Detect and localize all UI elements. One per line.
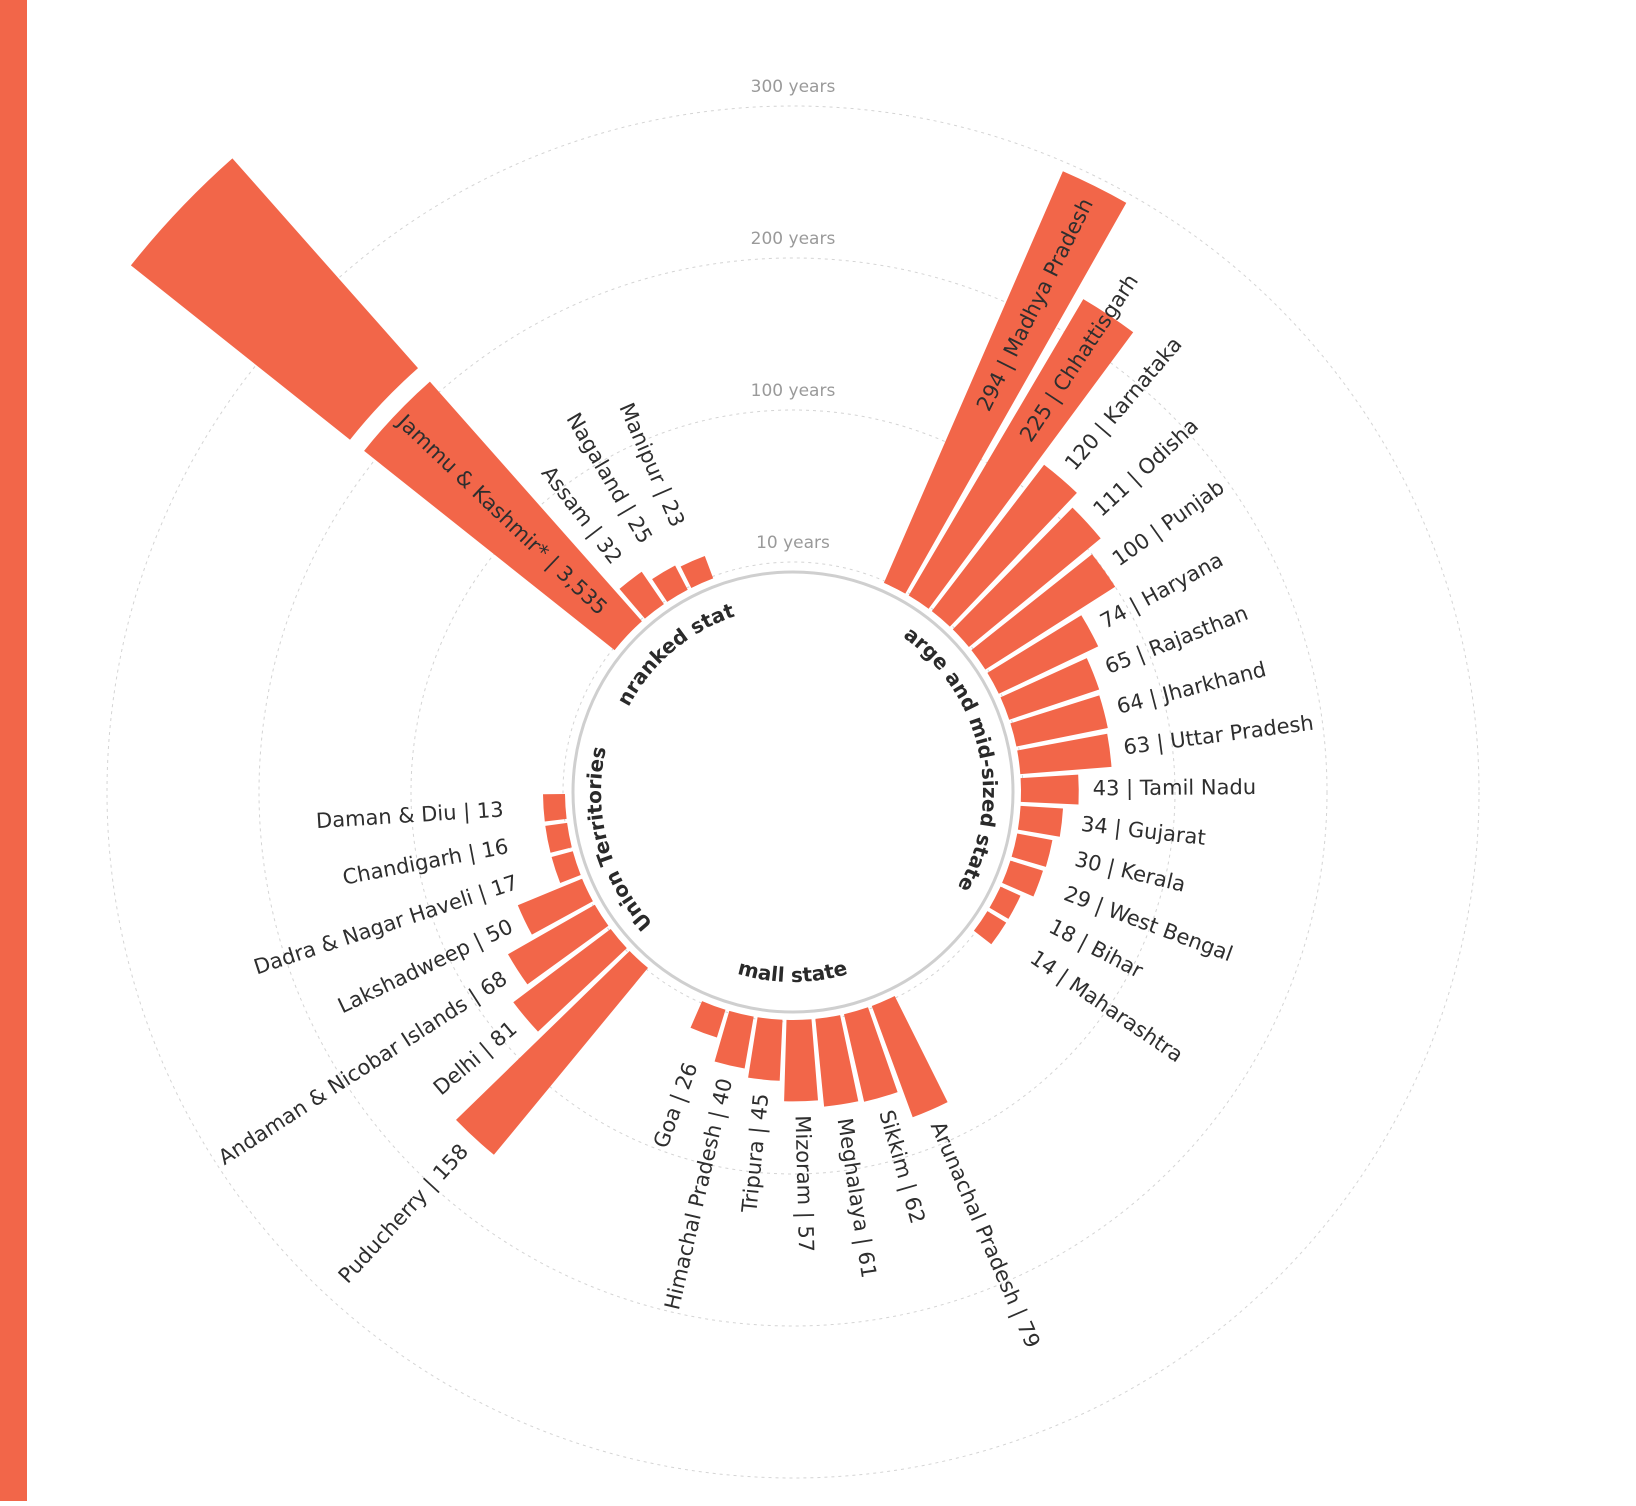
bar-label: Daman & Diu | 13 <box>315 797 504 834</box>
bar-label: Tripura | 45 <box>737 1092 774 1214</box>
bar <box>883 171 1127 594</box>
bar-label: 34 | Gujarat <box>1080 812 1207 851</box>
bar <box>971 554 1116 670</box>
grid-ring <box>410 409 1176 1175</box>
bar-label: 63 | Uttar Pradesh <box>1122 711 1315 761</box>
bar <box>680 556 714 588</box>
bar <box>989 886 1021 919</box>
bar <box>543 794 567 822</box>
bar <box>987 615 1099 694</box>
bar <box>508 904 609 985</box>
ring-label: 10 years <box>756 533 830 553</box>
bar <box>908 299 1134 609</box>
bar <box>517 878 593 935</box>
bar <box>1017 733 1112 775</box>
bar <box>619 571 664 619</box>
bar <box>652 565 688 602</box>
inner-circle <box>571 570 1015 1014</box>
bar <box>748 1017 783 1081</box>
bar <box>513 929 627 1032</box>
bar-label: Sikkim | 62 <box>873 1107 929 1226</box>
bar-label: Arunachal Pradesh | 79 <box>925 1118 1045 1352</box>
bar-label: Mizoram | 57 <box>790 1115 819 1253</box>
ring-label: 300 years <box>751 77 836 97</box>
bar <box>931 464 1077 627</box>
ring-label-bg <box>741 530 845 554</box>
bar <box>364 381 642 651</box>
grid-ring <box>106 105 1480 1479</box>
bar <box>1020 774 1079 805</box>
bar <box>1002 860 1043 897</box>
ring-label-bg <box>741 378 845 402</box>
bar <box>973 911 1007 945</box>
bar <box>456 951 648 1155</box>
bar <box>1011 833 1053 867</box>
bar-label: 43 | Tamil Nadu <box>1093 775 1257 801</box>
bar <box>714 1010 754 1069</box>
bar-label: Goa | 26 <box>649 1059 704 1151</box>
accent-stripe <box>0 0 27 1501</box>
ring-label-bg <box>741 74 845 98</box>
ring-label-bg <box>741 226 845 250</box>
bar <box>784 1019 818 1102</box>
bar <box>690 1001 726 1038</box>
bar <box>1000 658 1100 720</box>
bar <box>1010 695 1108 747</box>
bar <box>815 1015 859 1107</box>
bar-label: Meghalaya | 61 <box>832 1116 881 1280</box>
grid-ring <box>258 257 1328 1327</box>
grid-ring <box>562 561 1024 1023</box>
bar-overflow <box>130 158 418 440</box>
bar <box>871 996 948 1118</box>
bar <box>1017 805 1063 837</box>
bar-label: Puducherry | 158 <box>334 1139 474 1288</box>
bar <box>545 822 572 853</box>
bar <box>844 1007 898 1102</box>
ring-label: 200 years <box>751 229 836 249</box>
bar-label: Dadra & Nagar Haveli | 17 <box>251 870 521 980</box>
ring-label: 100 years <box>751 381 836 401</box>
bar <box>551 851 581 883</box>
group-label: Large and mid-sized states <box>0 0 1002 896</box>
bar <box>952 507 1101 647</box>
